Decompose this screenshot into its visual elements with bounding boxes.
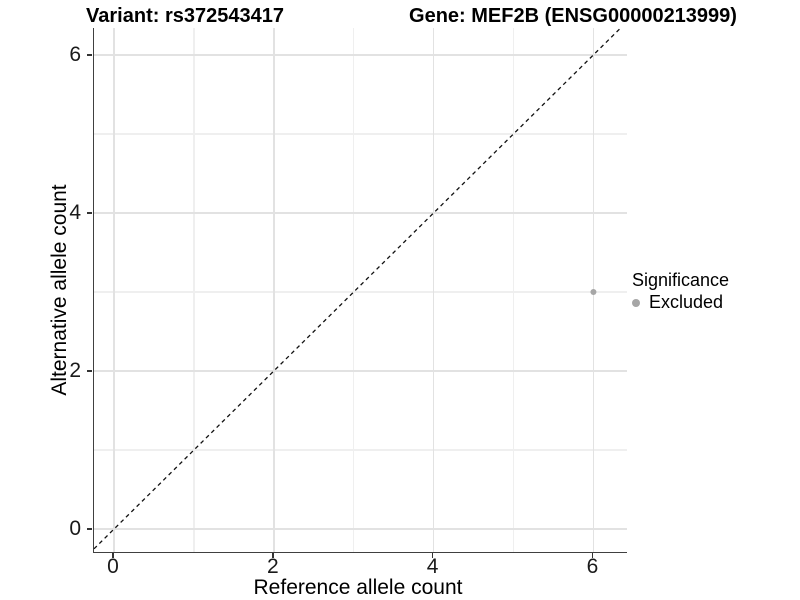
- plot-title-gene: Gene: MEF2B (ENSG00000213999): [409, 5, 737, 27]
- x-major-gridline: [113, 28, 115, 552]
- y-tick-label: 0: [69, 517, 81, 541]
- y-minor-gridline: [94, 291, 627, 293]
- x-axis-title: Reference allele count: [253, 576, 463, 599]
- y-major-gridline: [94, 528, 627, 530]
- identity-dashed-line: [93, 27, 622, 550]
- legend-item-excluded: Excluded: [632, 293, 729, 312]
- data-point: [590, 288, 597, 295]
- legend: Significance Excluded: [632, 270, 729, 312]
- y-major-gridline: [94, 370, 627, 372]
- x-tick-mark: [272, 553, 274, 558]
- y-tick-mark: [87, 54, 92, 56]
- y-axis-title: Alternative allele count: [48, 184, 71, 396]
- x-tick-mark: [591, 553, 594, 558]
- y-tick-label: 4: [69, 200, 81, 224]
- legend-item-label: Excluded: [649, 292, 724, 312]
- y-tick-mark: [87, 528, 92, 530]
- x-tick-mark: [112, 553, 114, 558]
- y-minor-gridline: [94, 133, 627, 135]
- y-tick-mark: [87, 370, 92, 372]
- x-tick-label: 6: [586, 555, 599, 578]
- legend-point-icon: [632, 298, 640, 307]
- legend-title: Significance: [632, 270, 730, 290]
- y-tick-label: 6: [69, 42, 81, 66]
- plot-title-variant: Variant: rs372543417: [86, 5, 284, 27]
- y-major-gridline: [94, 54, 627, 56]
- x-major-gridline: [273, 28, 275, 552]
- plot-panel: [93, 27, 627, 553]
- x-tick-label: 2: [266, 555, 279, 578]
- y-tick-mark: [87, 212, 92, 214]
- x-tick-mark: [431, 553, 434, 558]
- x-minor-gridline: [512, 28, 515, 552]
- x-tick-label: 0: [107, 555, 119, 578]
- y-minor-gridline: [94, 449, 627, 451]
- geom-layer: [93, 27, 622, 550]
- x-minor-gridline: [352, 28, 355, 552]
- y-tick-label: 2: [69, 359, 81, 382]
- x-major-gridline: [432, 28, 435, 552]
- y-major-gridline: [94, 212, 627, 214]
- x-tick-label: 4: [426, 555, 439, 578]
- x-minor-gridline: [193, 28, 195, 552]
